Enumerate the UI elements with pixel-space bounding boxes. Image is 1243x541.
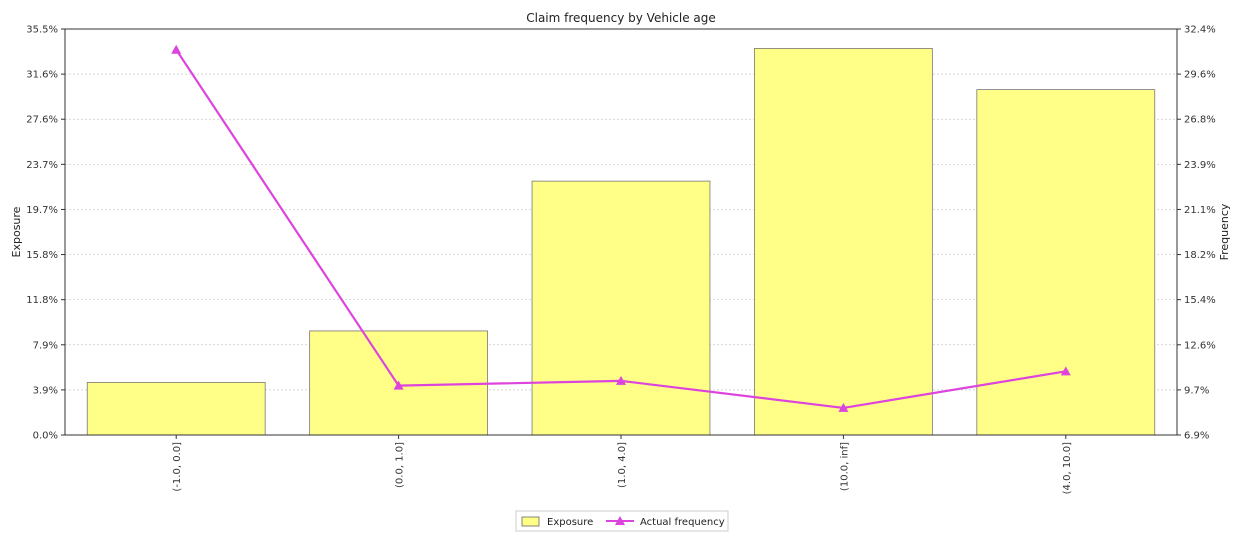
y-tick-label: 7.9%: [33, 340, 58, 351]
x-axis-ticks: (-1.0, 0.0] (0.0, 1.0] (1.0, 4.0] (10.0, in…: [172, 435, 1073, 494]
y-tick-label: 15.8%: [26, 250, 58, 261]
x-tick-label: (1.0, 4.0]: [617, 442, 628, 488]
frequency-point: [171, 44, 182, 54]
frequency-point: [393, 380, 404, 390]
legend-exposure-swatch: [521, 516, 540, 527]
exposure-bar: [754, 48, 933, 436]
frequency-point: [616, 375, 626, 385]
y-tick-label: 27.6%: [26, 115, 58, 126]
y2-tick-label: 18.2%: [1184, 250, 1216, 261]
y-tick-label: 31.6%: [26, 70, 58, 81]
y2-tick-label: 6.9%: [1184, 431, 1209, 442]
legend-exposure-label: Exposure: [547, 517, 593, 528]
legend: Exposure Actual frequency: [515, 510, 729, 532]
x-tick-label: (10.0, inf]: [839, 442, 850, 491]
left-axis-ticks: 0.0% 3.9% 7.9% 11.8% 15.8% 19.7% 23.7% 27.6% 31.…: [26, 25, 65, 442]
y2-tick-label: 29.6%: [1184, 70, 1216, 81]
x-tick-label: (0.0, 1.0]: [395, 442, 406, 488]
frequency-point: [838, 402, 849, 412]
y-tick-label: 3.9%: [33, 385, 58, 396]
legend-frequency-label: Actual frequency: [640, 517, 725, 528]
y2-tick-label: 12.6%: [1184, 340, 1216, 351]
y2-tick-label: 15.4%: [1184, 295, 1216, 306]
y2-tick-label: 32.4%: [1184, 25, 1216, 36]
frequency-point: [1060, 366, 1071, 376]
x-tick-label: (4.0, 10.0]: [1062, 442, 1073, 494]
exposure-bar: [86, 381, 266, 436]
y-tick-label: 0.0%: [33, 431, 58, 442]
legend-frequency-marker: [615, 516, 625, 525]
frequency-line: [171, 44, 1071, 412]
x-tick-label: (-1.0, 0.0]: [172, 442, 183, 492]
y2-tick-label: 23.9%: [1184, 160, 1216, 171]
exposure-bar: [531, 180, 711, 436]
y-axis-label: Exposure: [10, 206, 23, 257]
y-tick-label: 23.7%: [26, 160, 58, 171]
y2-tick-label: 9.7%: [1184, 385, 1209, 396]
chart-title: Claim frequency by Vehicle age: [526, 11, 716, 25]
right-axis-ticks: 6.9% 9.7% 12.6% 15.4% 18.2% 21.1% 23.9% 26.8% 29…: [1177, 25, 1216, 442]
y2-tick-label: 26.8%: [1184, 115, 1216, 126]
exposure-bar: [976, 89, 1156, 436]
y2-axis-label: Frequency: [1218, 203, 1231, 260]
y-tick-label: 11.8%: [26, 295, 58, 306]
y-tick-label: 35.5%: [26, 25, 58, 36]
y2-tick-label: 21.1%: [1184, 205, 1216, 216]
y-tick-label: 19.7%: [26, 205, 58, 216]
